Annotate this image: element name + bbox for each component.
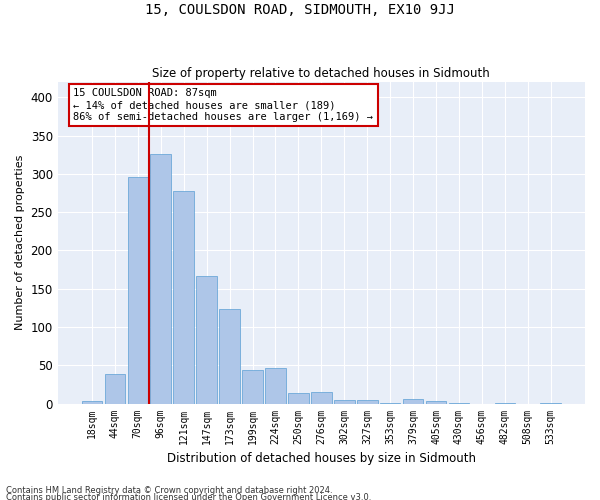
Bar (104, 374, 125, 404)
Bar (288, 393, 309, 404)
X-axis label: Distribution of detached houses by size in Sidmouth: Distribution of detached houses by size … (167, 452, 476, 465)
Bar (265, 368, 286, 404)
Bar (151, 154, 171, 404)
Bar (380, 403, 400, 404)
Y-axis label: Number of detached properties: Number of detached properties (15, 155, 25, 330)
Bar (173, 191, 194, 404)
Bar (425, 402, 446, 404)
Bar (449, 403, 469, 404)
Bar (311, 392, 332, 404)
Bar (357, 400, 377, 404)
Bar (334, 400, 355, 404)
Title: Size of property relative to detached houses in Sidmouth: Size of property relative to detached ho… (152, 66, 490, 80)
Text: Contains public sector information licensed under the Open Government Licence v3: Contains public sector information licen… (6, 494, 371, 500)
Bar (541, 403, 561, 404)
Bar (242, 370, 263, 404)
Bar (403, 399, 424, 404)
Bar (494, 403, 515, 404)
Bar (128, 177, 148, 404)
Bar (219, 308, 240, 404)
Text: Contains HM Land Registry data © Crown copyright and database right 2024.: Contains HM Land Registry data © Crown c… (6, 486, 332, 495)
Text: 15 COULSDON ROAD: 87sqm
← 14% of detached houses are smaller (189)
86% of semi-d: 15 COULSDON ROAD: 87sqm ← 14% of detache… (73, 88, 373, 122)
Text: 15, COULSDON ROAD, SIDMOUTH, EX10 9JJ: 15, COULSDON ROAD, SIDMOUTH, EX10 9JJ (145, 2, 455, 16)
Bar (82, 402, 102, 404)
Bar (196, 276, 217, 404)
